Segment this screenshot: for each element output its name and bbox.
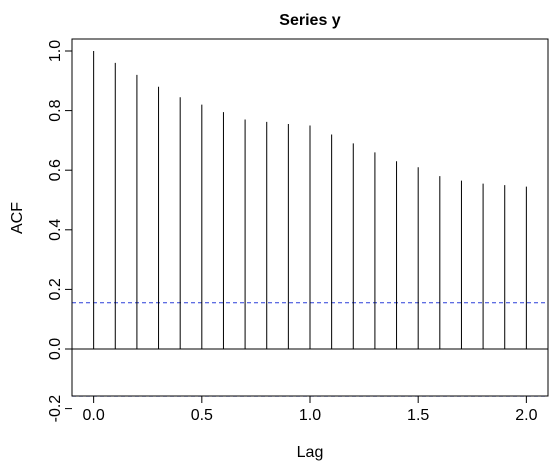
y-tick-label: 0.2 — [47, 278, 64, 300]
y-tick-label: 0.4 — [47, 219, 64, 241]
x-tick-label: 0.5 — [191, 407, 213, 424]
y-tick-label: 0.6 — [47, 159, 64, 181]
y-tick-label: 0.0 — [47, 338, 64, 360]
x-tick-label: 2.0 — [515, 407, 537, 424]
y-tick-label: 1.0 — [47, 40, 64, 62]
plot-area — [72, 51, 549, 397]
y-tick-label: 0.8 — [47, 99, 64, 121]
x-tick-label: 0.0 — [83, 407, 105, 424]
x-axis-label: Lag — [297, 444, 324, 461]
chart-title: Series y — [279, 12, 340, 29]
y-axis-label: ACF — [9, 202, 26, 234]
x-tick-label: 1.0 — [299, 407, 321, 424]
y-tick-label: -0.2 — [47, 395, 64, 423]
x-tick-label: 1.5 — [407, 407, 429, 424]
